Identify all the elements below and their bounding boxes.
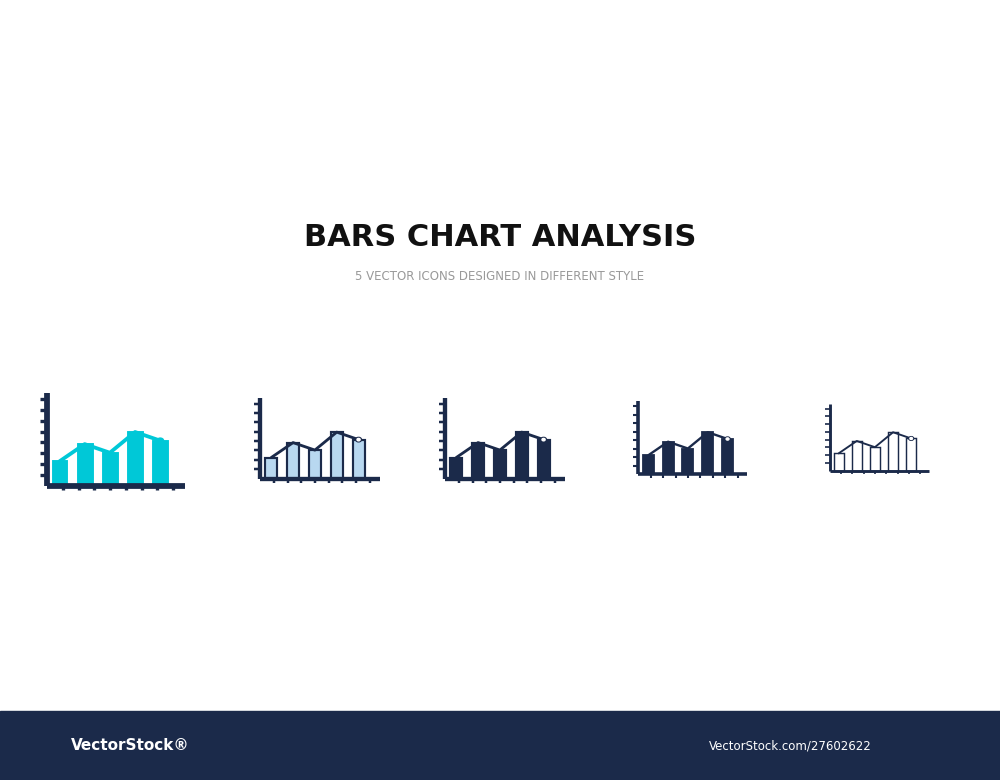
Bar [888, 432, 898, 471]
Bar [702, 432, 713, 474]
Circle shape [726, 438, 729, 440]
Circle shape [910, 438, 913, 439]
Text: BARS CHART ANALYSIS: BARS CHART ANALYSIS [304, 223, 696, 253]
Bar [682, 448, 693, 474]
Bar [0, 711, 1000, 780]
Bar [353, 440, 365, 478]
Bar [834, 453, 844, 471]
Bar [287, 442, 299, 478]
Bar [870, 447, 880, 471]
Bar [472, 442, 484, 478]
Bar [53, 462, 66, 485]
Bar [538, 440, 550, 478]
Bar [331, 432, 343, 478]
Text: VectorStock.com/27602622: VectorStock.com/27602622 [709, 739, 871, 752]
Circle shape [157, 438, 164, 443]
Circle shape [356, 438, 361, 441]
Circle shape [542, 438, 545, 441]
Circle shape [909, 437, 914, 441]
Bar [663, 441, 674, 474]
Bar [906, 438, 916, 471]
Bar [722, 439, 733, 474]
Bar [128, 432, 142, 485]
Bar [450, 458, 462, 478]
Circle shape [725, 437, 730, 441]
Bar [309, 450, 321, 478]
Bar [78, 444, 92, 485]
Bar [494, 450, 506, 478]
Text: 5 VECTOR ICONS DESIGNED IN DIFFERENT STYLE: 5 VECTOR ICONS DESIGNED IN DIFFERENT STY… [355, 271, 645, 283]
Bar [265, 458, 277, 478]
Text: VectorStock®: VectorStock® [71, 738, 189, 753]
Bar [516, 432, 528, 478]
Bar [103, 452, 117, 485]
Circle shape [357, 438, 360, 441]
Bar [153, 441, 167, 485]
Circle shape [541, 438, 546, 441]
Bar [643, 456, 654, 474]
Bar [852, 441, 862, 471]
